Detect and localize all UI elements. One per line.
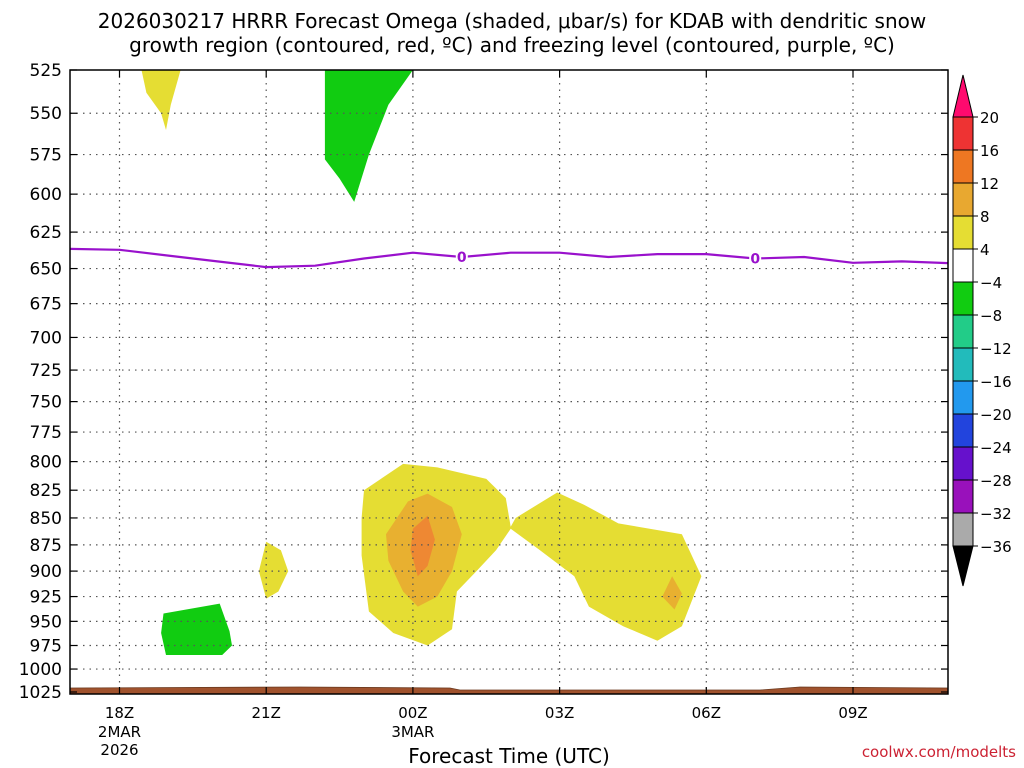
pressure-label-950: 950	[30, 612, 62, 632]
pressure-label-725: 725	[30, 361, 62, 381]
pressure-label-875: 875	[30, 536, 62, 556]
negative-omega-top	[324, 70, 413, 202]
grid-lines	[70, 70, 948, 694]
freezing-level-line	[70, 247, 948, 269]
pressure-label-925: 925	[30, 588, 62, 608]
colorbar-label-8: −16	[980, 373, 1012, 391]
colorbar-label-5: −4	[980, 274, 1002, 292]
colorbar-swatch-5	[952, 248, 974, 283]
omega-colorbar: 20 16 12 8 4 −4 −8 −12 −16 −20 −24 −28 −32 −36	[952, 74, 1012, 587]
colorbar-swatch-2	[952, 149, 974, 184]
x-axis-label: Forecast Time (UTC)	[408, 744, 610, 768]
colorbar-label-10: −24	[980, 439, 1012, 457]
time-label-18Z: 18Z	[105, 704, 134, 722]
pressure-label-675: 675	[30, 295, 62, 315]
chart-title-line2: growth region (contoured, red, ºC) and f…	[129, 33, 895, 57]
colorbar-swatch-7	[952, 314, 974, 349]
colorbar-label-6: −8	[980, 307, 1002, 325]
plot-area	[70, 70, 948, 694]
colorbar-label-13: −36	[980, 538, 1012, 556]
colorbar-swatch-8	[952, 347, 974, 382]
pressure-label-800: 800	[30, 453, 62, 473]
year-label-18Z: 2026	[100, 741, 138, 759]
omega-shading	[141, 70, 702, 655]
ground-terrain	[70, 686, 948, 694]
pressure-label-525: 525	[30, 61, 62, 81]
pressure-label-975: 975	[30, 637, 62, 657]
colorbar-swatch-1	[952, 116, 974, 151]
positive-omega-max-right	[662, 576, 682, 610]
freezing-label-bg-1	[749, 250, 762, 267]
pressure-label-550: 550	[30, 104, 62, 124]
time-label-21Z: 21Z	[252, 704, 281, 722]
pressure-label-575: 575	[30, 146, 62, 166]
plot-frame	[69, 69, 949, 695]
pressure-label-1000: 1000	[19, 660, 62, 680]
chart-title-line1: 2026030217 HRRR Forecast Omega (shaded, …	[98, 9, 926, 33]
time-label-06Z: 06Z	[692, 704, 721, 722]
colorbar-bottom-arrow	[952, 545, 974, 587]
pressure-label-750: 750	[30, 393, 62, 413]
time-label-00Z: 00Z	[398, 704, 427, 722]
colorbar-swatch-3	[952, 182, 974, 217]
colorbar-label-3: 8	[980, 208, 990, 226]
pressure-label-1025: 1025	[19, 683, 62, 703]
pressure-label-825: 825	[30, 481, 62, 501]
colorbar-swatch-11	[952, 446, 974, 481]
colorbar-label-9: −20	[980, 406, 1012, 424]
colorbar-label-2: 12	[980, 175, 999, 193]
pressure-axis: 525 550 575 600 625 650 675 700 725 750 775 800 825 8…	[19, 61, 948, 703]
pressure-label-700: 700	[30, 328, 62, 348]
credit-text: coolwx.com/modelts	[862, 743, 1016, 761]
colorbar-top-arrow	[952, 74, 974, 118]
date-label-18Z: 2MAR	[98, 723, 141, 741]
pressure-label-775: 775	[30, 423, 62, 443]
colorbar-label-4: 4	[980, 241, 990, 259]
ground-strip	[70, 686, 948, 694]
pressure-label-600: 600	[30, 185, 62, 205]
colorbar-label-12: −32	[980, 505, 1012, 523]
freezing-level-label-1: 0	[750, 251, 760, 267]
negative-omega-lower-left	[161, 603, 232, 655]
colorbar-swatch-6	[952, 281, 974, 316]
colorbar-swatch-12	[952, 479, 974, 514]
positive-omega-top-left	[141, 70, 181, 130]
colorbar-swatch-13	[952, 512, 974, 547]
colorbar-label-1: 16	[980, 142, 999, 160]
pressure-label-625: 625	[30, 223, 62, 243]
positive-omega-max	[410, 515, 435, 577]
pressure-label-850: 850	[30, 509, 62, 529]
colorbar-swatch-10	[952, 413, 974, 448]
colorbar-label-0: 20	[980, 109, 999, 127]
colorbar-label-7: −12	[980, 340, 1012, 358]
time-label-03Z: 03Z	[545, 704, 574, 722]
colorbar-swatch-4	[952, 215, 974, 250]
time-label-09Z: 09Z	[838, 704, 867, 722]
date-label-00Z: 3MAR	[391, 723, 434, 741]
freezing-level-label-0: 0	[457, 250, 467, 266]
colorbar-swatch-9	[952, 380, 974, 415]
freezing-label-bg-0	[455, 249, 468, 266]
pressure-label-900: 900	[30, 562, 62, 582]
pressure-label-650: 650	[30, 260, 62, 280]
colorbar-label-11: −28	[980, 472, 1012, 490]
